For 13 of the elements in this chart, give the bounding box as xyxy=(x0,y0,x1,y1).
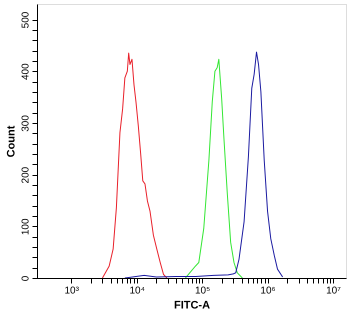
y-tick-label: 100 xyxy=(20,218,32,236)
y-axis-title: Count xyxy=(6,125,18,158)
y-tick-label: 400 xyxy=(20,62,32,80)
x-tick-label: 10³ xyxy=(64,286,80,296)
x-tick-label: 10⁷ xyxy=(326,286,342,296)
y-tick-label: 0 xyxy=(20,275,32,282)
y-tick-label: 300 xyxy=(20,114,32,132)
x-axis-title: FITC-A xyxy=(174,300,210,312)
y-tick-label: 200 xyxy=(20,166,32,184)
x-tick-label: 10⁵ xyxy=(194,286,210,296)
x-tick-label: 10⁴ xyxy=(129,286,145,296)
y-tick-label: 500 xyxy=(20,11,32,28)
x-tick-label: 10⁶ xyxy=(260,286,276,296)
